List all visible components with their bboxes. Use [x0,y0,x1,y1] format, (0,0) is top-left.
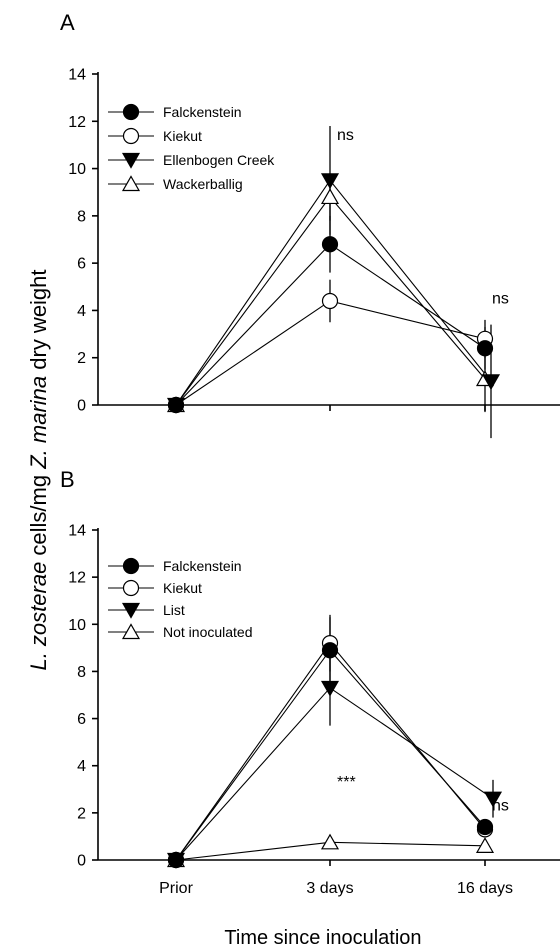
y-axis-label-organism: L. zosterae [26,562,51,671]
legend-marker [122,127,140,145]
data-point [320,680,340,697]
data-point [321,642,339,659]
data-point [167,396,185,414]
y-axis-label-basis: dry weight [26,269,51,375]
series-line [175,179,492,406]
data-point [483,791,503,808]
y-tick-label: 0 [77,398,86,415]
legend-label: Falckenstein [163,558,242,574]
significance-label: *** [337,774,356,791]
y-tick-label: 14 [68,523,86,540]
data-point [475,837,495,853]
panel-label: B [60,467,75,492]
chart-panels: A 0 2 4 6 8 10 12 14 ns ns Falckenstein Kiekut Ellenb… [60,10,560,897]
significance-label: ns [492,798,509,815]
legend-marker [121,623,141,640]
y-tick-label: 4 [77,758,86,775]
chart-panel-b: B 0 2 4 6 8 10 12 14 Prior 3 days 16 days *** ns Falck… [60,467,560,897]
x-tick-label: 3 days [306,880,353,897]
y-tick-label: 4 [77,303,86,320]
x-tick-label: Prior [159,880,193,897]
legend-marker [122,103,140,121]
legend-marker [121,152,141,169]
legend-label: Not inoculated [163,624,253,640]
data-point [481,374,501,391]
y-tick-label: 12 [68,570,86,587]
y-tick-label: 14 [68,67,86,84]
x-axis-label: Time since inoculation [224,927,421,949]
data-point [321,292,339,310]
data-point [320,833,340,850]
y-tick-label: 2 [77,805,86,822]
legend-label: Kiekut [163,580,202,596]
legend-marker [121,175,141,192]
legend-label: Wackerballig [163,176,243,192]
legend-marker [122,579,140,597]
data-point [476,818,494,836]
legend-label: Kiekut [163,128,202,144]
significance-label: ns [337,127,354,144]
y-tick-label: 6 [77,711,86,728]
legend-marker [122,557,140,575]
y-tick-label: 8 [77,208,86,225]
y-tick-label: 10 [68,617,86,634]
data-point [321,236,339,253]
y-tick-label: 8 [77,664,86,681]
x-tick-label: 16 days [457,880,513,897]
legend-label: Falckenstein [163,104,242,120]
y-axis-label-host: Z. marina [26,376,51,470]
data-point [167,851,185,869]
data-point [320,188,340,205]
y-axis-label-unit: cells/mg [26,469,51,562]
y-tick-label: 0 [77,853,86,870]
data-point [476,340,494,357]
legend-marker [121,602,141,619]
y-tick-label: 10 [68,161,86,178]
y-tick-label: 12 [68,114,86,131]
panel-label: A [60,10,75,35]
series-line [175,687,494,861]
chart-panel-a: A 0 2 4 6 8 10 12 14 ns ns Falckenstein Kiekut Ellenb… [60,10,560,439]
legend-label: List [163,602,185,618]
data-point [320,173,340,190]
y-tick-label: 6 [77,256,86,273]
y-tick-label: 2 [77,350,86,367]
legend-label: Ellenbogen Creek [163,152,275,168]
y-axis-label: L. zosterae cells/mg Z. marina dry weigh… [26,269,51,670]
significance-label: ns [492,290,509,307]
